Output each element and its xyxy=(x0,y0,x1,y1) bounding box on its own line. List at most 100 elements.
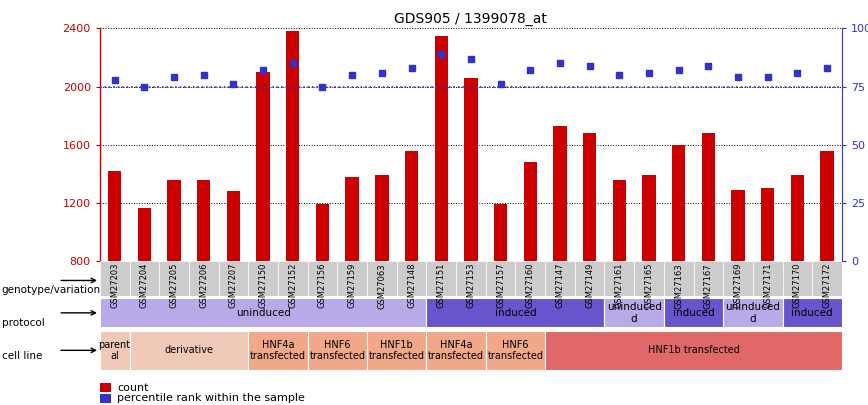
FancyBboxPatch shape xyxy=(189,261,219,296)
FancyBboxPatch shape xyxy=(307,331,367,370)
Point xyxy=(731,74,745,81)
Text: GSM27167: GSM27167 xyxy=(704,263,713,309)
Point xyxy=(404,65,418,71)
Bar xyxy=(732,190,745,261)
FancyBboxPatch shape xyxy=(100,298,426,327)
FancyBboxPatch shape xyxy=(783,261,812,296)
Text: HNF6
transfected: HNF6 transfected xyxy=(488,339,543,361)
Text: cell line: cell line xyxy=(2,351,43,360)
FancyBboxPatch shape xyxy=(575,261,604,296)
Bar xyxy=(286,31,299,261)
Point xyxy=(345,72,359,78)
Point xyxy=(464,55,477,62)
FancyBboxPatch shape xyxy=(694,261,723,296)
Bar xyxy=(404,151,418,261)
FancyBboxPatch shape xyxy=(338,261,367,296)
FancyBboxPatch shape xyxy=(545,331,842,370)
Bar xyxy=(345,177,358,261)
Point xyxy=(167,74,181,81)
FancyBboxPatch shape xyxy=(367,261,397,296)
Point xyxy=(316,83,330,90)
Text: HNF4a
transfected: HNF4a transfected xyxy=(428,339,484,361)
Title: GDS905 / 1399078_at: GDS905 / 1399078_at xyxy=(394,12,548,26)
FancyBboxPatch shape xyxy=(307,261,338,296)
FancyBboxPatch shape xyxy=(604,298,664,327)
Text: GSM27063: GSM27063 xyxy=(378,263,386,309)
Text: induced: induced xyxy=(495,308,536,318)
Point xyxy=(613,72,627,78)
Bar xyxy=(138,208,151,261)
Text: HNF1b transfected: HNF1b transfected xyxy=(648,345,740,355)
Point xyxy=(672,67,686,74)
Text: GSM27172: GSM27172 xyxy=(823,263,832,309)
Point xyxy=(642,69,656,76)
Text: uninduced
d: uninduced d xyxy=(607,302,661,324)
Bar xyxy=(761,188,774,261)
Text: GSM27159: GSM27159 xyxy=(348,263,357,308)
Point xyxy=(434,51,448,57)
Text: GSM27165: GSM27165 xyxy=(645,263,654,309)
Point xyxy=(791,69,805,76)
Text: uninduced: uninduced xyxy=(235,308,291,318)
Bar xyxy=(701,133,715,261)
Text: count: count xyxy=(117,382,148,392)
Bar xyxy=(108,171,122,261)
Text: GSM27205: GSM27205 xyxy=(169,263,179,308)
Text: GSM27207: GSM27207 xyxy=(229,263,238,309)
Bar xyxy=(197,180,210,261)
Text: GSM27161: GSM27161 xyxy=(615,263,624,309)
Text: GSM27204: GSM27204 xyxy=(140,263,148,308)
Point xyxy=(375,69,389,76)
Text: GSM27160: GSM27160 xyxy=(526,263,535,309)
Bar xyxy=(523,162,537,261)
Point xyxy=(523,67,537,74)
Point xyxy=(227,81,240,87)
Text: GSM27150: GSM27150 xyxy=(259,263,267,308)
Bar xyxy=(820,151,834,261)
FancyBboxPatch shape xyxy=(129,331,248,370)
Text: P328L329del: P328L329del xyxy=(630,275,698,286)
Bar xyxy=(168,180,181,261)
FancyBboxPatch shape xyxy=(664,298,723,327)
FancyBboxPatch shape xyxy=(486,261,516,296)
Point xyxy=(137,83,151,90)
FancyBboxPatch shape xyxy=(812,261,842,296)
Text: HNF1b
transfected: HNF1b transfected xyxy=(369,339,424,361)
Point xyxy=(820,65,834,71)
Bar xyxy=(494,204,507,261)
FancyBboxPatch shape xyxy=(635,261,664,296)
Bar xyxy=(316,205,329,261)
Text: GSM27147: GSM27147 xyxy=(556,263,564,309)
Text: GSM27206: GSM27206 xyxy=(200,263,208,309)
FancyBboxPatch shape xyxy=(397,261,426,296)
Text: percentile rank within the sample: percentile rank within the sample xyxy=(117,393,305,403)
Text: genotype/variation: genotype/variation xyxy=(2,286,101,295)
Bar xyxy=(672,145,686,261)
Text: GSM27156: GSM27156 xyxy=(318,263,327,309)
FancyBboxPatch shape xyxy=(129,261,159,296)
FancyBboxPatch shape xyxy=(278,261,307,296)
Text: GSM27171: GSM27171 xyxy=(763,263,773,309)
FancyBboxPatch shape xyxy=(723,298,783,327)
Point xyxy=(553,60,567,66)
Point xyxy=(701,62,715,69)
Text: GSM27170: GSM27170 xyxy=(793,263,802,309)
Point xyxy=(286,60,299,66)
Text: induced: induced xyxy=(673,308,714,318)
FancyBboxPatch shape xyxy=(664,261,694,296)
FancyBboxPatch shape xyxy=(753,261,783,296)
FancyBboxPatch shape xyxy=(219,261,248,296)
Text: GSM27153: GSM27153 xyxy=(466,263,476,309)
Point xyxy=(256,67,270,74)
Bar xyxy=(553,126,567,261)
Text: A263insGG: A263insGG xyxy=(753,275,812,286)
FancyBboxPatch shape xyxy=(783,298,842,327)
Text: induced: induced xyxy=(792,308,833,318)
FancyBboxPatch shape xyxy=(486,331,545,370)
Bar xyxy=(100,394,111,403)
Text: wild type: wild type xyxy=(328,275,376,286)
Text: GSM27152: GSM27152 xyxy=(288,263,297,308)
FancyBboxPatch shape xyxy=(456,261,486,296)
Bar xyxy=(100,383,111,392)
Text: GSM27203: GSM27203 xyxy=(110,263,119,309)
